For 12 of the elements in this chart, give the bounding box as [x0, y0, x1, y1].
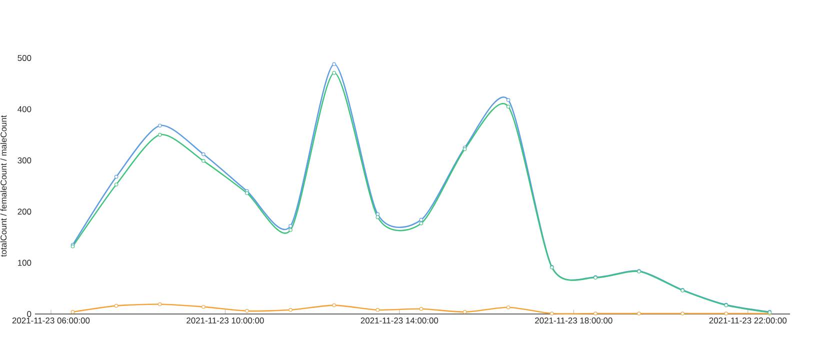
- y-axis-title: totalCount / femaleCount / maleCount: [0, 115, 7, 257]
- x-tick-label: 2021-11-23 06:00:00: [12, 318, 90, 324]
- y-tick-label: 100: [18, 260, 32, 266]
- y-tick-label: 500: [18, 55, 32, 61]
- x-tick-label: 2021-11-23 18:00:00: [535, 318, 612, 324]
- x-tick-label: 2021-11-23 10:00:00: [186, 318, 264, 324]
- y-tick-label: 300: [18, 157, 32, 164]
- x-tick-label: 2021-11-23 14:00:00: [360, 318, 438, 324]
- y-tick-label: 400: [18, 106, 32, 112]
- y-tick-label: 200: [18, 208, 32, 215]
- x-tick-label: 2021-11-23 22:00:00: [709, 318, 787, 324]
- y-tick-label: 0: [27, 311, 32, 317]
